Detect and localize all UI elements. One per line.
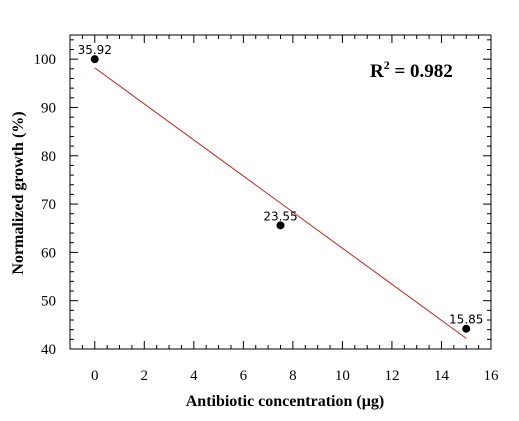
y-tick-labels: 40 50 60 70 80 90 100 (34, 52, 57, 358)
y-tick-label: 100 (34, 52, 57, 68)
data-point (462, 324, 471, 333)
data-point-labels: 35.92 23.55 15.85 (78, 43, 484, 327)
x-axis-title: Antibiotic concentration (µg) (186, 393, 385, 410)
x-tick-label: 4 (190, 368, 198, 384)
x-tick-label: 12 (384, 368, 399, 384)
x-tick-label: 10 (335, 368, 350, 384)
minor-ticks (69, 35, 491, 349)
r-squared-value: = 0.982 (390, 61, 453, 82)
y-tick-label: 60 (41, 245, 56, 261)
data-point (90, 55, 99, 64)
major-ticks (70, 35, 492, 350)
trendline (94, 67, 467, 339)
r-squared-annotation: R2 = 0.982 (370, 58, 453, 82)
r-squared-prefix: R (370, 61, 384, 82)
y-tick-label: 40 (41, 342, 56, 358)
x-tick-label: 0 (91, 368, 99, 384)
y-tick-label: 50 (41, 294, 56, 310)
x-tick-label: 8 (289, 368, 297, 384)
x-tick-label: 2 (141, 368, 149, 384)
x-tick-label: 6 (240, 368, 248, 384)
y-axis-title: Normalized growth (%) (10, 111, 27, 274)
data-point-label: 15.85 (449, 313, 483, 327)
x-tick-label: 14 (434, 368, 450, 384)
data-point-label: 35.92 (78, 43, 112, 57)
y-tick-label: 80 (41, 149, 56, 165)
x-tick-labels: 0 2 4 6 8 10 12 14 16 (91, 368, 499, 384)
data-points (90, 55, 471, 333)
data-point-label: 23.55 (263, 209, 297, 223)
y-tick-label: 90 (41, 100, 56, 116)
r-squared-superscript: 2 (384, 58, 390, 72)
data-point (276, 221, 285, 230)
y-tick-label: 70 (41, 197, 56, 213)
x-tick-label: 16 (484, 368, 500, 384)
plot-frame (69, 34, 492, 350)
